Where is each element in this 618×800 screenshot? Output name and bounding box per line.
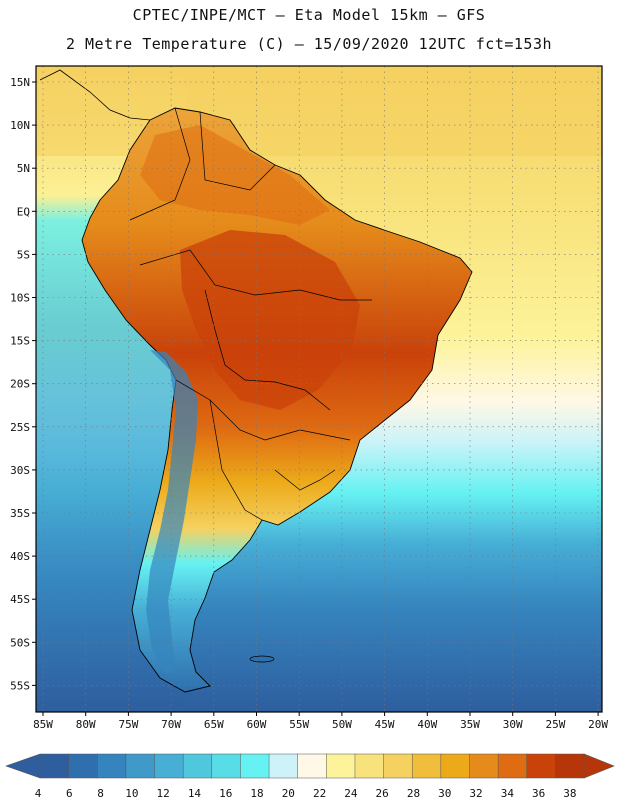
- lon-label: 55W: [289, 718, 309, 731]
- colorbar-tick-label: 20: [282, 787, 295, 800]
- colorbar-swatch: [240, 753, 270, 779]
- colorbar-swatch: [182, 753, 213, 779]
- colorbar: 4 6 8 10 12 14 16 18 20 22 24 26 28 30 32 34 36 38: [5, 753, 615, 800]
- colorbar-swatch: [297, 753, 327, 779]
- longitude-labels: 85W 80W 75W 70W 65W 60W 55W 50W 45W 40W 35W 30W 25W 2…: [33, 712, 608, 731]
- colorbar-swatch: [383, 753, 413, 779]
- lat-label: 25S: [10, 421, 30, 434]
- colorbar-tick-label: 6: [66, 787, 73, 800]
- central-america-coast: [39, 69, 151, 121]
- colorbar-swatch: [469, 753, 499, 779]
- colorbar-low-arrow: [5, 753, 41, 779]
- colorbar-tick-label: 12: [157, 787, 170, 800]
- colorbar-tick-label: 26: [376, 787, 389, 800]
- colorbar-tick-label: 34: [501, 787, 515, 800]
- lon-label: 65W: [204, 718, 224, 731]
- colorbar-swatch: [268, 753, 299, 779]
- lon-label: 80W: [76, 718, 96, 731]
- colorbar-tick-label: 22: [313, 787, 326, 800]
- colorbar-swatch: [154, 753, 184, 779]
- map-title-line-1: CPTEC/INPE/MCT – Eta Model 15km – GFS: [132, 6, 486, 24]
- graticule: [36, 66, 602, 712]
- andes-cold-strip: [146, 350, 198, 675]
- country-borders: [129, 107, 372, 521]
- colorbar-swatch: [440, 753, 471, 779]
- lat-label: EQ: [17, 205, 30, 218]
- lon-label: 85W: [33, 718, 53, 731]
- lat-label: 40S: [10, 550, 30, 563]
- map-frame: [35, 65, 603, 713]
- lat-label: 15S: [10, 335, 30, 348]
- lat-label: 5N: [17, 162, 30, 175]
- colorbar-tick-label: 30: [438, 787, 451, 800]
- colorbar-tick-label: 14: [188, 787, 202, 800]
- lat-label: 55S: [10, 679, 30, 692]
- falkland-islands: [249, 655, 275, 663]
- map-field: [36, 66, 602, 712]
- lon-label: 70W: [161, 718, 181, 731]
- colorbar-tick-label: 18: [250, 787, 263, 800]
- lat-label: 50S: [10, 636, 30, 649]
- lat-label: 35S: [10, 507, 30, 520]
- colorbar-tick-label: 4: [35, 787, 42, 800]
- colorbar-swatch: [39, 753, 70, 779]
- colorbar-swatch: [68, 753, 98, 779]
- lat-label: 10S: [10, 292, 30, 305]
- tropical-band: [36, 66, 602, 156]
- lat-label: 20S: [10, 378, 30, 391]
- colorbar-swatch: [526, 753, 556, 779]
- lat-label: 5S: [17, 248, 30, 261]
- lon-label: 45W: [375, 718, 395, 731]
- colorbar-high-arrow: [583, 753, 615, 779]
- colorbar-swatch: [326, 753, 356, 779]
- lon-label: 40W: [417, 718, 437, 731]
- warm-north-region: [140, 125, 330, 225]
- colorbar-tick-label: 38: [563, 787, 576, 800]
- lat-label: 15N: [10, 76, 30, 89]
- lon-label: 25W: [545, 718, 565, 731]
- colorbar-swatch: [354, 753, 385, 779]
- lon-label: 60W: [247, 718, 267, 731]
- colorbar-swatch: [97, 753, 127, 779]
- colorbar-tick-label: 8: [97, 787, 104, 800]
- colorbar-tick-label: 28: [407, 787, 420, 800]
- colorbar-tick-label: 10: [125, 787, 138, 800]
- map-title-line-2: 2 Metre Temperature (C) – 15/09/2020 12U…: [65, 35, 553, 53]
- colorbar-tick-label: 32: [469, 787, 482, 800]
- colorbar-swatch: [497, 753, 528, 779]
- colorbar-tick-label: 16: [219, 787, 232, 800]
- lat-label: 45S: [10, 593, 30, 606]
- lon-label: 75W: [118, 718, 138, 731]
- colorbar-swatch: [555, 753, 585, 779]
- colorbar-swatch: [125, 753, 156, 779]
- lon-label: 30W: [503, 718, 523, 731]
- lon-label: 50W: [332, 718, 352, 731]
- lat-label: 10N: [10, 119, 30, 132]
- colorbar-swatch: [411, 753, 442, 779]
- latitude-labels: 15N 10N 5N EQ 5S 10S 15S 20S 25S 30S 35S 40S 45S 50S 5…: [10, 76, 36, 692]
- lat-label: 30S: [10, 464, 30, 477]
- lon-label: 20W: [588, 718, 608, 731]
- lon-label: 35W: [460, 718, 480, 731]
- colorbar-swatch: [211, 753, 241, 779]
- colorbar-tick-label: 36: [532, 787, 545, 800]
- colorbar-tick-label: 24: [344, 787, 358, 800]
